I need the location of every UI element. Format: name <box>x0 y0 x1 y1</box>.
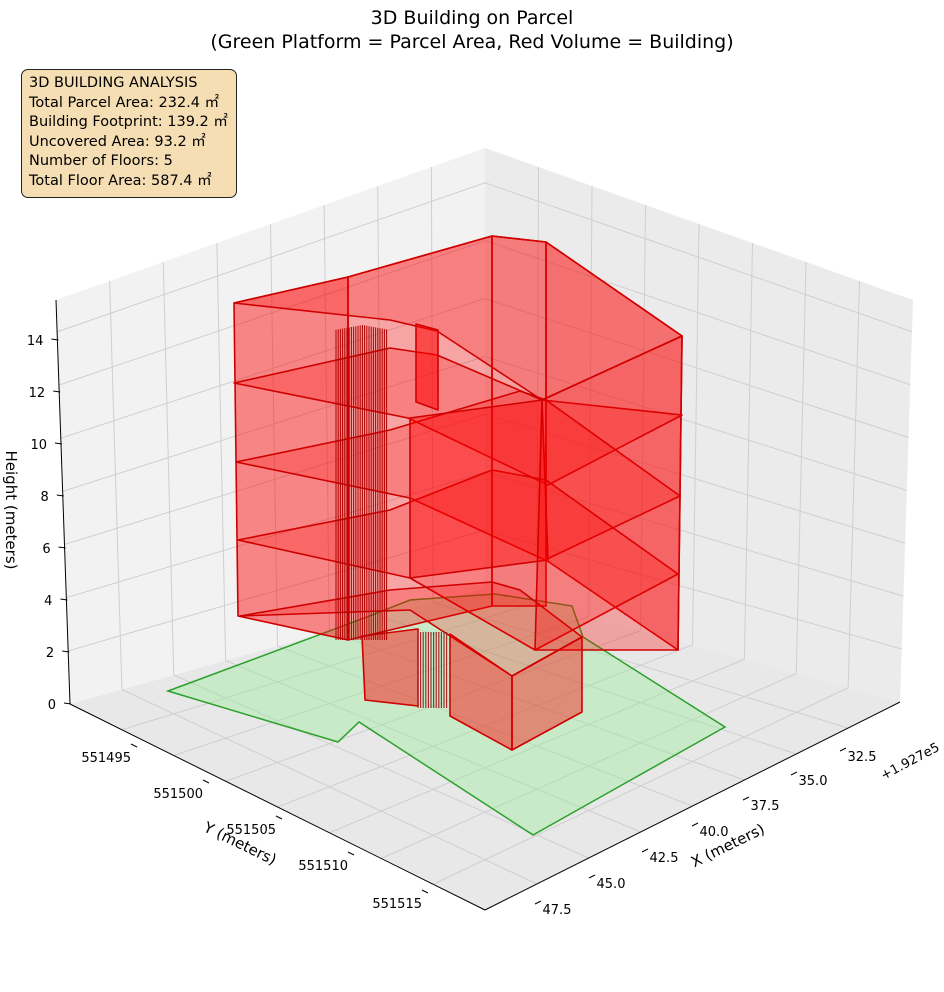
z-tick <box>60 598 68 601</box>
grid-line <box>216 242 227 661</box>
parcel-polygon <box>165 593 727 836</box>
grid-line <box>588 185 593 617</box>
y-tick <box>421 889 429 894</box>
x-offset-label: +1.927e5 <box>878 740 942 783</box>
back-right-pane <box>485 148 913 702</box>
grid-line <box>68 529 902 652</box>
grid-line <box>692 223 700 646</box>
building-wall <box>511 636 583 751</box>
x-tick <box>588 874 596 879</box>
grid-line <box>795 261 807 674</box>
x-tick-label: 45.0 <box>597 877 626 892</box>
z-tick <box>54 442 63 445</box>
info-line: Number of Floors: 5 <box>29 153 173 169</box>
info-line: Total Floor Area: 587.4 ㎡ <box>29 172 212 189</box>
grid-line <box>536 166 539 603</box>
info-line: Building Footprint: 139.2 ㎡ <box>29 114 228 130</box>
grid-line <box>64 413 906 546</box>
x-tick <box>790 771 798 776</box>
x-tick-label: 40.0 <box>700 825 729 840</box>
grid-line <box>743 242 753 660</box>
parcel-layer <box>165 593 727 836</box>
z-tick-label: 12 <box>29 386 46 401</box>
info-heading: 3D BUILDING ANALYSIS <box>29 75 198 91</box>
x-tick-label: 35.0 <box>799 774 828 789</box>
z-tick-label: 8 <box>41 490 49 505</box>
floor-slab <box>233 347 683 486</box>
grid-line <box>432 687 849 885</box>
y-axis-line <box>69 703 486 911</box>
grid-line <box>640 204 646 631</box>
grid-line <box>58 240 911 386</box>
y-tick <box>130 743 138 748</box>
z-tick <box>51 338 59 341</box>
z-tick <box>53 390 61 393</box>
x-tick-label: 37.5 <box>751 799 780 814</box>
grid-line <box>60 297 909 439</box>
info-line: Uncovered Area: 93.2 ㎡ <box>29 133 206 150</box>
grid-line <box>847 280 860 688</box>
z-tick-label: 10 <box>30 438 47 453</box>
z-tick-label: 6 <box>42 542 50 557</box>
grid-line <box>62 355 907 492</box>
grid-line <box>381 673 797 859</box>
building-layer <box>233 235 683 751</box>
x-tick <box>641 848 649 853</box>
y-tick-label: 551505 <box>226 823 276 838</box>
floor-slab <box>235 390 681 561</box>
x-tick-label: 42.5 <box>650 851 679 866</box>
z-tick-label: 2 <box>46 646 54 661</box>
x-tick-label: 32.5 <box>848 750 877 765</box>
floor-pane <box>70 588 900 910</box>
grid-line <box>277 645 693 807</box>
floor-slab <box>237 469 679 651</box>
x-tick <box>742 796 750 801</box>
z-tick <box>56 494 64 497</box>
y-tick <box>275 815 283 820</box>
info-line: Total Parcel Area: 232.4 ㎡ <box>29 94 220 111</box>
x-tick <box>839 747 847 752</box>
z-tick <box>58 546 66 549</box>
x-tick <box>691 822 699 827</box>
y-tick-label: 551510 <box>298 859 348 874</box>
z-tick <box>63 702 72 705</box>
subtitle-line: (Green Platform = Parcel Area, Red Volum… <box>210 31 734 53</box>
y-tick <box>202 779 210 784</box>
grid-line <box>329 658 745 834</box>
info-box: 3D BUILDING ANALYSIS Total Parcel Area: … <box>21 69 237 198</box>
y-tick-label: 551495 <box>81 751 131 766</box>
building-wall <box>415 323 439 411</box>
y-tick <box>347 851 355 856</box>
z-tick <box>62 650 70 653</box>
building-wall <box>361 628 419 707</box>
chart-title: 3D Building on Parcel (Green Platform = … <box>0 6 944 54</box>
axes: 0 2 4 6 8 10 12 14 551495 551500 551505 551510 55151… <box>27 299 901 918</box>
z-axis-line <box>55 299 71 705</box>
building-wall <box>534 335 683 651</box>
z-axis-label: Height (meters) <box>2 451 20 570</box>
z-tick-label: 4 <box>44 594 52 609</box>
x-tick-label: 47.5 <box>543 903 572 918</box>
grid-line <box>56 182 913 333</box>
grid-line <box>432 602 849 729</box>
grid-lines <box>56 166 913 885</box>
z-tick-label: 14 <box>27 334 44 349</box>
y-tick-label: 551500 <box>153 787 203 802</box>
title-line: 3D Building on Parcel <box>370 7 574 29</box>
x-axis-line <box>484 701 901 911</box>
x-tick <box>534 900 542 905</box>
floor-slab <box>239 581 583 677</box>
grid-line <box>109 280 123 690</box>
y-tick-label: 551515 <box>372 897 422 912</box>
z-tick-label: 0 <box>48 698 56 713</box>
grid-line <box>162 261 175 676</box>
building-wall <box>409 399 549 579</box>
